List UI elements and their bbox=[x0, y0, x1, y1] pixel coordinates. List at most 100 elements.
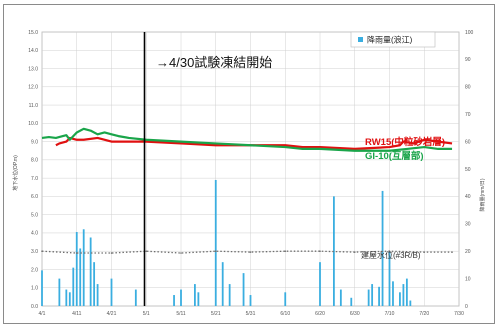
rain-bar bbox=[409, 300, 412, 306]
x-tick-label: 6/10 bbox=[280, 311, 290, 317]
chart-svg: 0.0 1.0 2.0 3.0 4.0 5.0 6.0 7.0 8.0 9.0 10.0 11.0 12… bbox=[12, 30, 486, 317]
x-tick-label: 4/1 bbox=[39, 311, 46, 317]
series-point bbox=[353, 251, 356, 253]
rain-bar bbox=[96, 284, 99, 306]
legend-box bbox=[350, 31, 436, 48]
rain-bar bbox=[68, 292, 71, 306]
series-point bbox=[249, 251, 252, 253]
x-tick-label: 5/21 bbox=[211, 311, 221, 317]
rain-bar bbox=[89, 237, 92, 306]
rain-bar bbox=[79, 248, 82, 306]
rain-bar bbox=[405, 278, 408, 306]
rain-bar bbox=[228, 284, 231, 306]
x-tick-label: 6/30 bbox=[350, 311, 360, 317]
rain-bar bbox=[350, 297, 353, 306]
y-right-tick-label: 0 bbox=[465, 304, 468, 310]
series-point bbox=[145, 250, 148, 252]
y-left-tick-label: 15.0 bbox=[28, 30, 38, 36]
rain-bar bbox=[58, 278, 61, 306]
rain-bar bbox=[180, 289, 182, 306]
y-left-tick-label: 8.0 bbox=[31, 158, 38, 164]
series-point bbox=[110, 252, 113, 254]
x-tick-label: 5/1 bbox=[143, 311, 150, 317]
chart-frame: 0.0 1.0 2.0 3.0 4.0 5.0 6.0 7.0 8.0 9.0 10.0 11.0 12… bbox=[3, 4, 495, 324]
x-tick-label: 5/31 bbox=[246, 311, 256, 317]
series-point bbox=[180, 252, 182, 254]
y-right-tick-label: 20 bbox=[465, 249, 471, 255]
x-tick-label: 7/10 bbox=[385, 311, 395, 317]
y-left-tick-label: 3.0 bbox=[31, 249, 38, 255]
series-lines bbox=[41, 127, 453, 254]
series-label-building: 建屋水位(#3R/B) bbox=[361, 250, 421, 260]
y-left-axis-title: 地下水位(OP.m) bbox=[12, 155, 19, 191]
rain-bar bbox=[41, 270, 43, 306]
rain-bar bbox=[110, 278, 113, 306]
x-tick-label: 4/11 bbox=[72, 311, 82, 317]
rain-bar bbox=[339, 289, 342, 306]
series-point bbox=[319, 250, 321, 252]
x-tick-label: 6/20 bbox=[315, 311, 325, 317]
rain-bar bbox=[242, 273, 245, 306]
rain-bars bbox=[41, 179, 412, 306]
rain-bar bbox=[75, 232, 78, 306]
series-line bbox=[41, 127, 453, 152]
rain-bar bbox=[388, 251, 391, 306]
series-point bbox=[75, 252, 78, 254]
rain-bar bbox=[402, 284, 405, 306]
rain-bar bbox=[381, 190, 384, 306]
series-point bbox=[388, 250, 391, 252]
y-left-tick-label: 2.0 bbox=[31, 267, 38, 273]
rain-bar bbox=[392, 281, 394, 306]
series-point bbox=[451, 251, 453, 253]
y-right-tick-label: 10 bbox=[465, 276, 471, 282]
y-right-tick-label: 80 bbox=[465, 85, 471, 91]
y-left-tick-label: 9.0 bbox=[31, 139, 38, 145]
series-label-rw15: RW15(中粒砂岩層) bbox=[365, 136, 445, 148]
series-point bbox=[423, 251, 426, 253]
rain-bar bbox=[221, 262, 224, 306]
y-left-tick-label: 10.0 bbox=[28, 121, 38, 127]
legend-swatch-rain bbox=[358, 37, 363, 42]
y-left-tick-label: 14.0 bbox=[28, 48, 38, 54]
rain-bar bbox=[93, 262, 96, 306]
rain-bar bbox=[214, 179, 217, 306]
y-right-tick-label: 60 bbox=[465, 139, 471, 145]
rain-bar bbox=[249, 295, 252, 306]
y-right-tick-label: 90 bbox=[465, 57, 471, 63]
y-left-tick-label: 1.0 bbox=[31, 286, 38, 292]
rain-bar bbox=[134, 289, 137, 306]
rain-bar bbox=[65, 289, 68, 306]
y-right-tick-label: 70 bbox=[465, 112, 471, 118]
rain-bar bbox=[378, 286, 380, 306]
rain-bar bbox=[194, 284, 196, 306]
y-left-tick-label: 12.0 bbox=[28, 85, 38, 91]
axis-ticks: 0.0 1.0 2.0 3.0 4.0 5.0 6.0 7.0 8.0 9.0 10.0 11.0 12… bbox=[28, 30, 473, 317]
x-tick-label: 5/11 bbox=[176, 311, 186, 317]
series-point bbox=[284, 250, 287, 252]
rain-bar bbox=[371, 284, 374, 306]
x-tick-label: 7/20 bbox=[419, 311, 429, 317]
y-left-tick-label: 0.0 bbox=[31, 304, 38, 310]
rain-bar bbox=[284, 292, 287, 306]
rain-bar bbox=[319, 262, 321, 306]
rain-bar bbox=[399, 292, 401, 306]
y-right-tick-label: 50 bbox=[465, 167, 471, 173]
y-right-tick-label: 40 bbox=[465, 194, 471, 200]
y-left-tick-label: 6.0 bbox=[31, 194, 38, 200]
rain-bar bbox=[197, 292, 200, 306]
legend-label: 降雨量(浪江) bbox=[367, 35, 413, 45]
y-right-tick-label: 30 bbox=[465, 222, 471, 228]
y-right-tick-label: 100 bbox=[465, 30, 474, 36]
y-left-tick-label: 4.0 bbox=[31, 231, 38, 237]
x-tick-label: 7/30 bbox=[454, 311, 464, 317]
y-left-tick-label: 11.0 bbox=[29, 103, 39, 109]
grid bbox=[41, 31, 460, 307]
x-tick-label: 4/21 bbox=[107, 311, 117, 317]
series-label-gi10: GI-10(互層部) bbox=[365, 150, 424, 162]
y-right-axis-title: 降雨量(mm/日) bbox=[479, 178, 486, 211]
rain-bar bbox=[173, 295, 175, 306]
series-point bbox=[214, 250, 217, 252]
y-left-tick-label: 5.0 bbox=[31, 212, 38, 218]
y-left-tick-label: 13.0 bbox=[28, 66, 38, 72]
series-point bbox=[41, 250, 43, 252]
